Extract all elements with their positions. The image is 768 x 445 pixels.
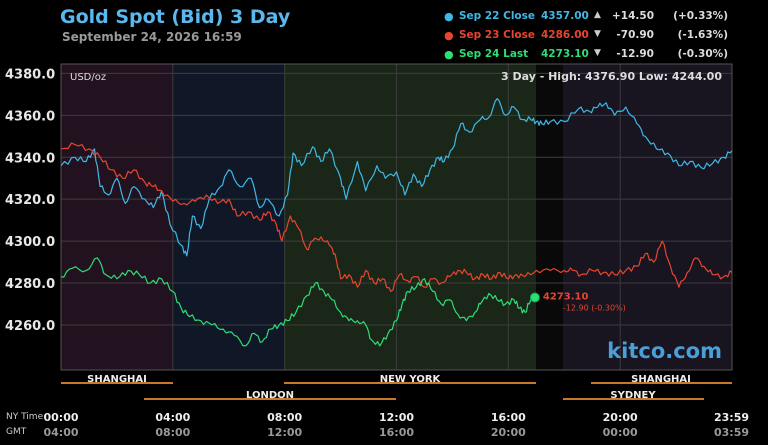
stats-label: 3 Day - High: 4376.90 Low: 4244.00 — [501, 70, 722, 83]
x-tick-label-ny: 12:00 — [379, 411, 414, 424]
x-tick-label-gmt: 00:00 — [603, 426, 638, 439]
x-tick-label-ny: 04:00 — [155, 411, 190, 424]
x-tick-label-gmt: 03:59 — [714, 426, 749, 439]
session-shanghai-label: SHANGHAI — [87, 374, 147, 385]
band-london — [173, 64, 284, 370]
legend-series-percent: (+0.33%) — [673, 10, 728, 22]
kitco-watermark: kitco.com — [607, 339, 722, 363]
legend-series-value: 4273.10 — [541, 48, 589, 60]
y-tick-label: 4300.0 — [5, 235, 55, 250]
y-tick-label: 4340.0 — [5, 151, 55, 166]
x-tick-label-ny: 23:59 — [714, 411, 749, 424]
chart-title: Gold Spot (Bid) 3 Day — [60, 6, 291, 28]
legend-series-change: -12.90 — [616, 48, 654, 60]
x-tick-label-gmt: 20:00 — [491, 426, 526, 439]
legend-series-value: 4357.00 — [541, 10, 589, 22]
x-tick-label-ny: 00:00 — [43, 411, 78, 424]
x-axis-ny-label: NY Time — [6, 412, 44, 422]
y-tick-label: 4280.0 — [5, 277, 55, 292]
x-tick-label-ny: 16:00 — [491, 411, 526, 424]
legend-dot-icon: ● — [444, 10, 454, 23]
last-price-change: -12.90 (-0.30%) — [563, 303, 626, 312]
legend-dot-icon: ● — [444, 48, 454, 61]
legend-series-change: +14.50 — [612, 10, 655, 22]
y-tick-label: 4260.0 — [5, 319, 55, 334]
plot-border — [60, 63, 733, 371]
legend-series-percent: (-1.63%) — [677, 29, 728, 41]
y-axis: 4380.0 4360.0 4340.0 4320.0 4300.0 4280.0 4260… — [5, 67, 55, 334]
legend-series-name: Sep 23 Close — [459, 29, 536, 41]
series-line-sep-22-close — [61, 98, 732, 257]
x-tick-label-gmt: 08:00 — [155, 426, 190, 439]
session-bar-sydney — [563, 398, 704, 400]
session-bar-shanghai — [61, 382, 173, 384]
legend-dot-icon: ● — [444, 29, 454, 42]
legend-series-name: Sep 24 Last — [459, 48, 529, 60]
last-price-marker — [529, 292, 540, 303]
series-line-sep-24-last — [61, 257, 536, 347]
legend-series-percent: (-0.30%) — [677, 48, 728, 60]
session-london-label: LONDON — [246, 390, 294, 401]
legend-series-value: 4286.00 — [541, 29, 589, 41]
x-tick-label-gmt: 12:00 — [267, 426, 302, 439]
y-tick-label: 4380.0 — [5, 67, 55, 82]
up-arrow-icon: ▲ — [594, 10, 601, 20]
down-arrow-icon: ▼ — [594, 48, 601, 58]
down-arrow-icon: ▼ — [594, 29, 601, 39]
session-sydney-label: SYDNEY — [610, 390, 656, 401]
x-axis-gmt-label: GMT — [6, 427, 27, 437]
session-bar-new-york — [284, 382, 536, 384]
chart-subtitle: September 24, 2026 16:59 — [62, 30, 242, 44]
x-axis: 00:00 04:00 04:00 08:00 08:00 12:00 12:00 16:00… — [43, 411, 749, 439]
band-closed — [536, 64, 563, 370]
session-bars: SHANGHAI LONDON NEW YORK SHANGHAI SYDNEY — [61, 374, 732, 401]
series-line-sep-23-close — [61, 142, 732, 292]
band-shanghai — [61, 64, 173, 370]
session-bar-london — [144, 398, 396, 400]
band-asia — [563, 64, 732, 370]
legend-series-name: Sep 22 Close — [459, 10, 536, 22]
band-new-york — [284, 64, 536, 370]
last-price-label: 4273.10 — [543, 291, 589, 302]
x-tick-label-gmt: 04:00 — [43, 426, 78, 439]
legend-series-change: -70.90 — [616, 29, 654, 41]
unit-label: USD/oz — [70, 72, 106, 83]
y-tick-label: 4320.0 — [5, 193, 55, 208]
x-tick-label-ny: 08:00 — [267, 411, 302, 424]
session-new-york-label: NEW YORK — [380, 374, 442, 385]
grid — [61, 64, 732, 370]
session-shanghai-2-label: SHANGHAI — [631, 374, 691, 385]
x-tick-label-ny: 20:00 — [603, 411, 638, 424]
session-bar-shanghai-2 — [591, 382, 732, 384]
series-lines — [61, 98, 732, 347]
y-tick-label: 4360.0 — [5, 109, 55, 124]
x-tick-label-gmt: 16:00 — [379, 426, 414, 439]
